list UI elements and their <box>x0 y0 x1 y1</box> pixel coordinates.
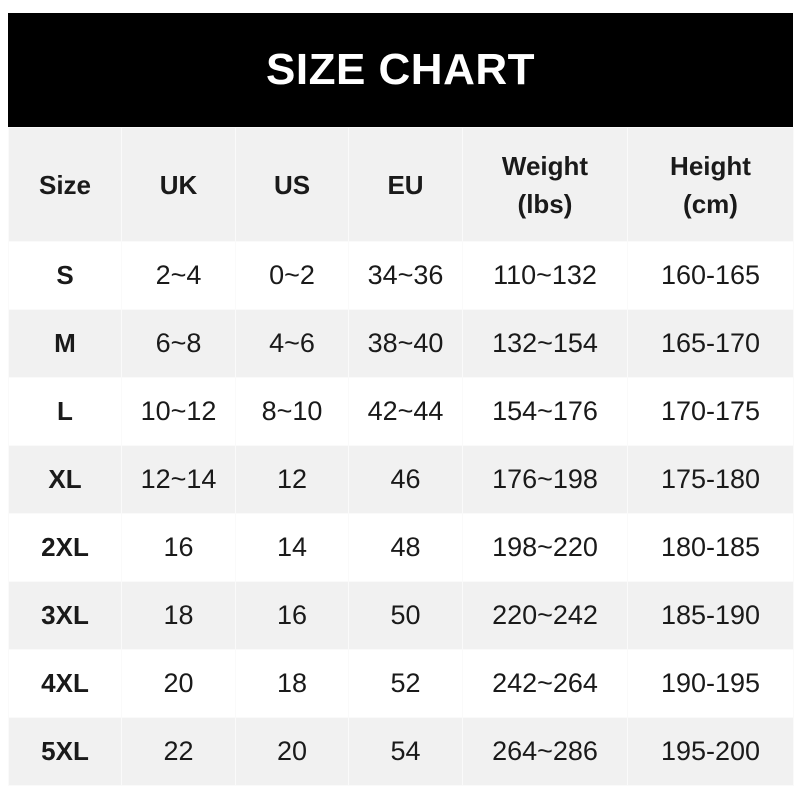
table-cell: 12~14 <box>121 445 236 514</box>
size-cell: 2XL <box>8 513 122 582</box>
size-table: Size UK US EU Weight (lbs) Height (cm) S 2~4 0~2 3… <box>8 127 794 786</box>
column-header: US <box>235 127 349 242</box>
table-cell: 54 <box>348 717 463 786</box>
table-cell: 18 <box>235 649 349 718</box>
table-cell: 165-170 <box>627 309 794 378</box>
size-cell: XL <box>8 445 122 514</box>
header-label: Weight <box>501 150 589 181</box>
size-cell: L <box>8 377 122 446</box>
table-cell: 22 <box>121 717 236 786</box>
header-unit: (lbs) <box>517 188 573 219</box>
table-cell: 18 <box>121 581 236 650</box>
table-cell: 264~286 <box>462 717 628 786</box>
table-cell: 10~12 <box>121 377 236 446</box>
table-row: 2XL 16 14 48 198~220 180-185 <box>8 513 794 582</box>
table-cell: 48 <box>348 513 463 582</box>
table-cell: 242~264 <box>462 649 628 718</box>
table-cell: 176~198 <box>462 445 628 514</box>
table-cell: 20 <box>235 717 349 786</box>
table-cell: 14 <box>235 513 349 582</box>
size-cell: M <box>8 309 122 378</box>
size-cell: S <box>8 241 122 310</box>
table-row: L 10~12 8~10 42~44 154~176 170-175 <box>8 377 794 446</box>
header-label: US <box>273 169 311 200</box>
table-cell: 6~8 <box>121 309 236 378</box>
table-row: M 6~8 4~6 38~40 132~154 165-170 <box>8 309 794 378</box>
table-row: 5XL 22 20 54 264~286 195-200 <box>8 717 794 786</box>
column-header: EU <box>348 127 463 242</box>
table-cell: 16 <box>235 581 349 650</box>
table-cell: 154~176 <box>462 377 628 446</box>
table-cell: 38~40 <box>348 309 463 378</box>
table-cell: 52 <box>348 649 463 718</box>
header-label: Size <box>38 169 92 200</box>
column-header: Height (cm) <box>627 127 794 242</box>
table-cell: 0~2 <box>235 241 349 310</box>
table-cell: 170-175 <box>627 377 794 446</box>
size-cell: 3XL <box>8 581 122 650</box>
size-cell: 5XL <box>8 717 122 786</box>
column-header: Size <box>8 127 122 242</box>
table-cell: 46 <box>348 445 463 514</box>
table-cell: 50 <box>348 581 463 650</box>
header-label: EU <box>387 169 424 200</box>
table-row: 3XL 18 16 50 220~242 185-190 <box>8 581 794 650</box>
table-cell: 42~44 <box>348 377 463 446</box>
table-cell: 2~4 <box>121 241 236 310</box>
column-header: UK <box>121 127 236 242</box>
header-row: Size UK US EU Weight (lbs) Height (cm) <box>8 127 794 242</box>
table-cell: 34~36 <box>348 241 463 310</box>
table-row: 4XL 20 18 52 242~264 190-195 <box>8 649 794 718</box>
table-row: S 2~4 0~2 34~36 110~132 160-165 <box>8 241 794 310</box>
header-label: Height <box>670 150 751 181</box>
table-cell: 160-165 <box>627 241 794 310</box>
table-cell: 20 <box>121 649 236 718</box>
table-cell: 175-180 <box>627 445 794 514</box>
chart-title: SIZE CHART <box>8 13 793 127</box>
table-cell: 16 <box>121 513 236 582</box>
table-cell: 110~132 <box>462 241 628 310</box>
table-cell: 180-185 <box>627 513 794 582</box>
table-cell: 220~242 <box>462 581 628 650</box>
column-header: Weight (lbs) <box>462 127 628 242</box>
table-cell: 190-195 <box>627 649 794 718</box>
table-row: XL 12~14 12 46 176~198 175-180 <box>8 445 794 514</box>
table-cell: 12 <box>235 445 349 514</box>
table-cell: 8~10 <box>235 377 349 446</box>
table-cell: 195-200 <box>627 717 794 786</box>
table-cell: 4~6 <box>235 309 349 378</box>
header-label: UK <box>159 169 198 200</box>
size-cell: 4XL <box>8 649 122 718</box>
table-cell: 185-190 <box>627 581 794 650</box>
header-unit: (cm) <box>683 188 738 219</box>
table-cell: 132~154 <box>462 309 628 378</box>
size-chart: SIZE CHART Size UK US EU Weight (lbs) Height (c… <box>8 13 794 786</box>
table-cell: 198~220 <box>462 513 628 582</box>
